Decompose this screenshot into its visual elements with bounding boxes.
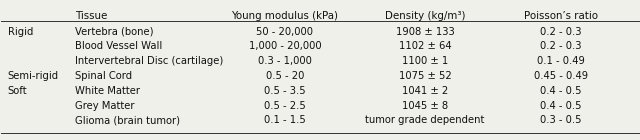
Text: 0.5 - 20: 0.5 - 20: [266, 71, 304, 81]
Text: 0.1 - 0.49: 0.1 - 0.49: [537, 56, 585, 66]
Text: Glioma (brain tumor): Glioma (brain tumor): [75, 116, 180, 125]
Text: 0.5 - 3.5: 0.5 - 3.5: [264, 86, 306, 96]
Text: White Matter: White Matter: [75, 86, 140, 96]
Text: Spinal Cord: Spinal Cord: [75, 71, 132, 81]
Text: 0.4 - 0.5: 0.4 - 0.5: [540, 101, 582, 111]
Text: 0.45 - 0.49: 0.45 - 0.49: [534, 71, 588, 81]
Text: 1045 ± 8: 1045 ± 8: [402, 101, 448, 111]
Text: Tissue: Tissue: [75, 11, 107, 21]
Text: 1102 ± 64: 1102 ± 64: [399, 41, 451, 51]
Text: 0.1 - 1.5: 0.1 - 1.5: [264, 116, 306, 125]
Text: Blood Vessel Wall: Blood Vessel Wall: [75, 41, 162, 51]
Text: 1041 ± 2: 1041 ± 2: [402, 86, 448, 96]
Text: 1,000 - 20,000: 1,000 - 20,000: [249, 41, 321, 51]
Text: 1075 ± 52: 1075 ± 52: [399, 71, 451, 81]
Text: 0.5 - 2.5: 0.5 - 2.5: [264, 101, 306, 111]
Text: 0.2 - 0.3: 0.2 - 0.3: [540, 27, 582, 37]
Text: Semi-rigid: Semi-rigid: [8, 71, 59, 81]
Text: Vertebra (bone): Vertebra (bone): [75, 27, 153, 37]
Text: 0.3 - 0.5: 0.3 - 0.5: [540, 116, 582, 125]
Text: 0.3 - 1,000: 0.3 - 1,000: [258, 56, 312, 66]
Text: Intervertebral Disc (cartilage): Intervertebral Disc (cartilage): [75, 56, 223, 66]
Text: 50 - 20,000: 50 - 20,000: [257, 27, 314, 37]
Text: tumor grade dependent: tumor grade dependent: [365, 116, 485, 125]
Text: 0.4 - 0.5: 0.4 - 0.5: [540, 86, 582, 96]
Text: 1100 ± 1: 1100 ± 1: [402, 56, 448, 66]
Text: Rigid: Rigid: [8, 27, 33, 37]
Text: Poisson’s ratio: Poisson’s ratio: [524, 11, 598, 21]
Text: Grey Matter: Grey Matter: [75, 101, 134, 111]
Text: 1908 ± 133: 1908 ± 133: [396, 27, 454, 37]
Text: 0.2 - 0.3: 0.2 - 0.3: [540, 41, 582, 51]
Text: Density (kg/m³): Density (kg/m³): [385, 11, 465, 21]
Text: Young modulus (kPa): Young modulus (kPa): [232, 11, 339, 21]
Text: Soft: Soft: [8, 86, 28, 96]
